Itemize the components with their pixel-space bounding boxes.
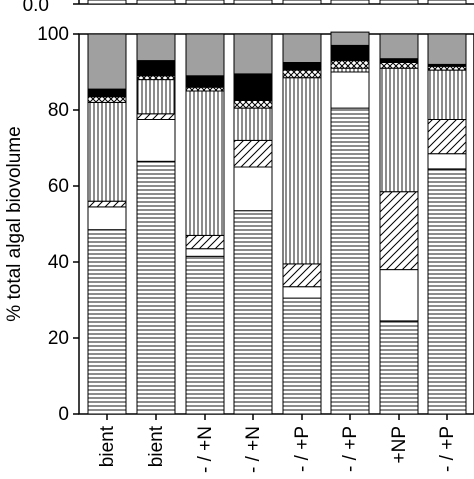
bar-segment-vertical-lines — [136, 79, 176, 115]
x-tick-label: - / +N — [195, 426, 216, 473]
bar-segment-horizontal-lines — [282, 297, 322, 415]
bar-segment-solid-black — [379, 58, 419, 64]
top-panel-bar-stub — [233, 0, 273, 5]
x-tick-label: - / +P — [437, 426, 458, 472]
y-axis: 0 20 40 60 80 100 — [37, 24, 79, 425]
y-tick-label: 0 — [58, 404, 69, 425]
bar-segment-white — [185, 248, 225, 257]
top-panel-bar-stub — [87, 0, 127, 5]
top-panel-bar-stub — [136, 0, 176, 5]
y-axis-label: % total algal biovolume — [4, 126, 25, 321]
bar-segment-diagonal-lines — [185, 234, 225, 250]
bar-segment-solid-gray — [427, 33, 467, 65]
bar-segment-horizontal-lines — [427, 168, 467, 415]
bar-segment-white — [87, 206, 127, 231]
bar-segment-horizontal-lines — [330, 107, 370, 415]
bar-segment-vertical-lines — [87, 101, 127, 202]
bar-segment-diagonal-lines — [379, 191, 419, 271]
bar-segment-white — [330, 71, 370, 109]
bar-segment-diagonal-lines — [282, 263, 322, 288]
bar-segment-crosshatch — [136, 75, 176, 81]
bar-segment-diagonal-lines — [427, 119, 467, 155]
bar-segment-horizontal-lines — [379, 320, 419, 415]
y-tick-label: 60 — [48, 176, 69, 197]
bar-segment-crosshatch — [87, 96, 127, 103]
top-panel-bar-stub — [185, 0, 225, 5]
bar-segment-white — [136, 119, 176, 162]
bar-segment-vertical-lines — [282, 77, 322, 265]
bar-segment-crosshatch — [379, 62, 419, 69]
bar-segment-horizontal-lines — [136, 160, 176, 415]
bar-segment-solid-black — [185, 75, 225, 88]
y-tick-label: 80 — [48, 100, 69, 121]
top-panel-remnant — [73, 0, 474, 5]
bar-segment-white — [233, 166, 273, 212]
top-panel-bar-stub — [379, 0, 419, 5]
bar-segment-solid-gray — [379, 33, 419, 60]
bar-segment-vertical-lines — [379, 67, 419, 193]
bar-segment-crosshatch — [427, 65, 467, 71]
bar-segment-vertical-lines — [427, 69, 467, 120]
top-panel-bar-stub — [330, 0, 370, 5]
x-tick-label: +NP — [389, 426, 410, 464]
top-panel-bar-stub — [427, 0, 467, 5]
bar-segment-crosshatch — [233, 100, 273, 109]
bar-segment-solid-gray — [330, 31, 370, 46]
bar-stack — [379, 33, 419, 415]
bar-segment-white — [282, 286, 322, 299]
x-tick-label: - / +N — [243, 426, 264, 473]
bar-segment-white — [427, 153, 467, 170]
bar-stack — [136, 33, 176, 415]
bar-segment-solid-gray — [282, 33, 322, 63]
bar-segment-crosshatch — [185, 86, 225, 92]
bar-stack — [87, 33, 127, 415]
bar-segment-vertical-lines — [185, 90, 225, 236]
bar-segment-crosshatch — [282, 69, 322, 79]
bar-segment-diagonal-lines — [136, 113, 176, 121]
bar-segment-horizontal-lines — [87, 229, 127, 415]
x-tick-label: - / +P — [340, 426, 361, 472]
y-tick-label: 40 — [48, 252, 69, 273]
bar-segment-solid-gray — [233, 33, 273, 75]
bar-stack — [233, 33, 273, 415]
bar-segment-vertical-lines — [233, 107, 273, 141]
bar-segment-solid-black — [233, 73, 273, 102]
bar-segment-horizontal-lines — [233, 210, 273, 415]
top-panel-bar-stub — [282, 0, 322, 5]
plot-frame — [78, 33, 474, 415]
bar-segment-solid-black — [136, 60, 176, 77]
bar-segment-diagonal-lines — [87, 200, 127, 208]
bar-segment-solid-gray — [87, 33, 127, 90]
x-tick-label: - / +P — [292, 426, 313, 472]
bar-stack — [427, 33, 467, 415]
bar-stack — [330, 31, 370, 415]
x-tick-labels: bient bient - / +N - / +N - / +P - / +P +NP - /… — [97, 414, 458, 473]
x-tick-label: bient — [146, 425, 167, 467]
bar-stack — [282, 33, 322, 415]
bar-segment-white — [379, 269, 419, 322]
bar-stack — [185, 33, 225, 415]
y-tick-label: 100 — [37, 24, 69, 45]
bar-segment-diagonal-lines — [233, 139, 273, 168]
bar-segment-solid-gray — [136, 33, 176, 62]
bar-segment-horizontal-lines — [185, 255, 225, 415]
bar-segment-solid-black — [282, 62, 322, 71]
bars — [87, 31, 467, 415]
bar-segment-crosshatch — [330, 60, 370, 69]
x-tick-label: bient — [97, 425, 118, 467]
top-panel-tick-label: 0.0 — [23, 0, 49, 16]
bar-segment-vertical-lines — [330, 67, 370, 73]
bar-segment-solid-gray — [185, 33, 225, 77]
bar-segment-solid-black — [87, 88, 127, 98]
y-tick-label: 20 — [48, 328, 69, 349]
bar-segment-solid-black — [330, 44, 370, 62]
